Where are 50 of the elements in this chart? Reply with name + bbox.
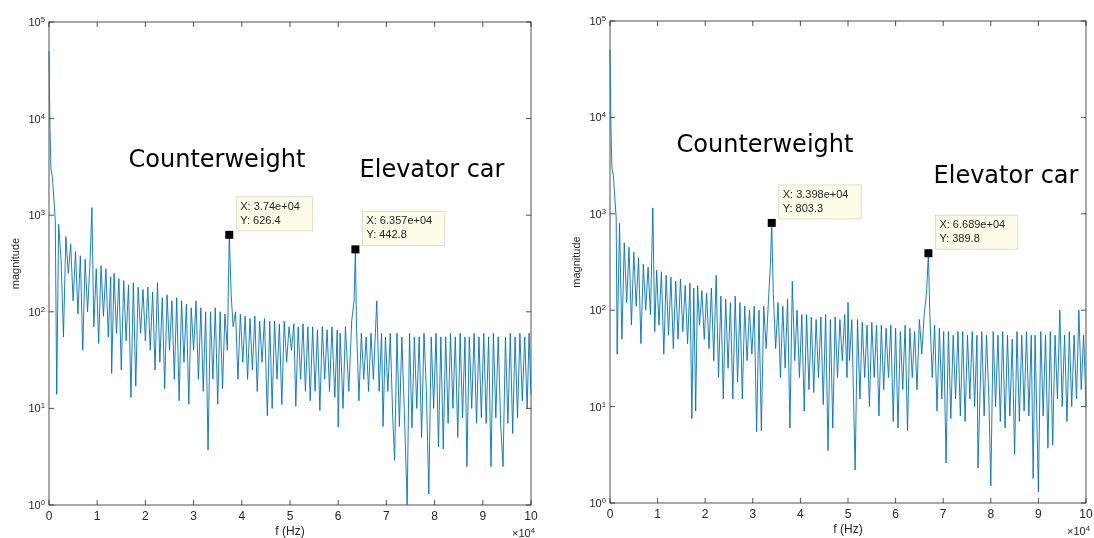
y-tick-label: 10$^{5}$ — [28, 14, 45, 28]
x-tick-label: 9 — [479, 509, 487, 523]
x-tick-label: 0 — [606, 507, 614, 521]
text: ×10$^{4}$ — [512, 525, 536, 538]
y-tick-label: 10$^{5}$ — [589, 13, 606, 27]
x-tick-label: 6 — [892, 507, 900, 521]
x-tick-label: 7 — [939, 507, 947, 521]
x-tick-label: 6 — [334, 509, 342, 523]
x-tick-label: 2 — [701, 507, 709, 521]
line-series — [48, 50, 532, 505]
y-tick-label: 10$^{1}$ — [28, 400, 45, 415]
y-tick-label: 10$^{0}$ — [28, 497, 45, 511]
annotation: Counterweight — [128, 145, 306, 173]
x-tick-label: 5 — [286, 509, 294, 523]
y-tick-label: 10$^{4}$ — [28, 111, 46, 125]
x-tick-label: 3 — [749, 507, 757, 521]
x-tick-label: 3 — [190, 509, 198, 523]
x-tick-label: 1 — [93, 509, 101, 523]
text: ×10$^{4}$ — [1067, 523, 1091, 537]
annotation: Counterweight — [676, 130, 854, 158]
x-tick-label: 10 — [1079, 507, 1093, 521]
x-tick-label: 5 — [844, 507, 852, 521]
y-tick-label: 10$^{4}$ — [589, 109, 607, 124]
x-tick-label: 7 — [383, 509, 391, 523]
y-tick-label: 10$^{3}$ — [589, 206, 606, 220]
y-axis-title: magnitude — [570, 236, 582, 288]
x-tick-label: 0 — [45, 509, 53, 523]
x-axis-title: f (Hz) — [275, 524, 305, 538]
y-tick-label: 10$^{3}$ — [28, 207, 45, 222]
x-tick-label: 4 — [797, 507, 805, 521]
annotation: X: 6.689e+04 Y: 389.8 — [939, 218, 1006, 245]
y-axis-title: magnitude — [9, 237, 21, 290]
y-tick-label: 10$^{0}$ — [589, 495, 606, 509]
y-tick-label: 10$^{2}$ — [589, 302, 606, 317]
x-tick-label: 4 — [238, 509, 246, 523]
x-tick-label: 10 — [524, 509, 538, 523]
x-tick-label: 8 — [431, 509, 439, 523]
y-tick-label: 10$^{1}$ — [589, 399, 606, 413]
annotation: Elevator car — [933, 161, 1079, 189]
x-tick-label: 2 — [142, 509, 150, 523]
x-tick-label: 8 — [987, 507, 995, 521]
annotation: Elevator car — [359, 155, 505, 183]
annotation: X: 6.357e+04 Y: 442.8 — [366, 214, 433, 241]
annotation: X: 3.74e+04 Y: 626.4 — [240, 199, 300, 226]
annotation: X: 3.398e+04 Y: 803.3 — [782, 187, 849, 214]
line-series — [609, 49, 1087, 493]
x-tick-label: 9 — [1035, 507, 1043, 521]
x-tick-label: 1 — [654, 507, 662, 521]
x-axis-title: f (Hz) — [833, 522, 863, 536]
y-tick-label: 10$^{2}$ — [28, 304, 45, 318]
